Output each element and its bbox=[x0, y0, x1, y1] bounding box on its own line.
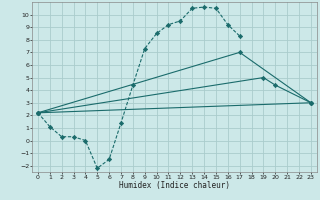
X-axis label: Humidex (Indice chaleur): Humidex (Indice chaleur) bbox=[119, 181, 230, 190]
